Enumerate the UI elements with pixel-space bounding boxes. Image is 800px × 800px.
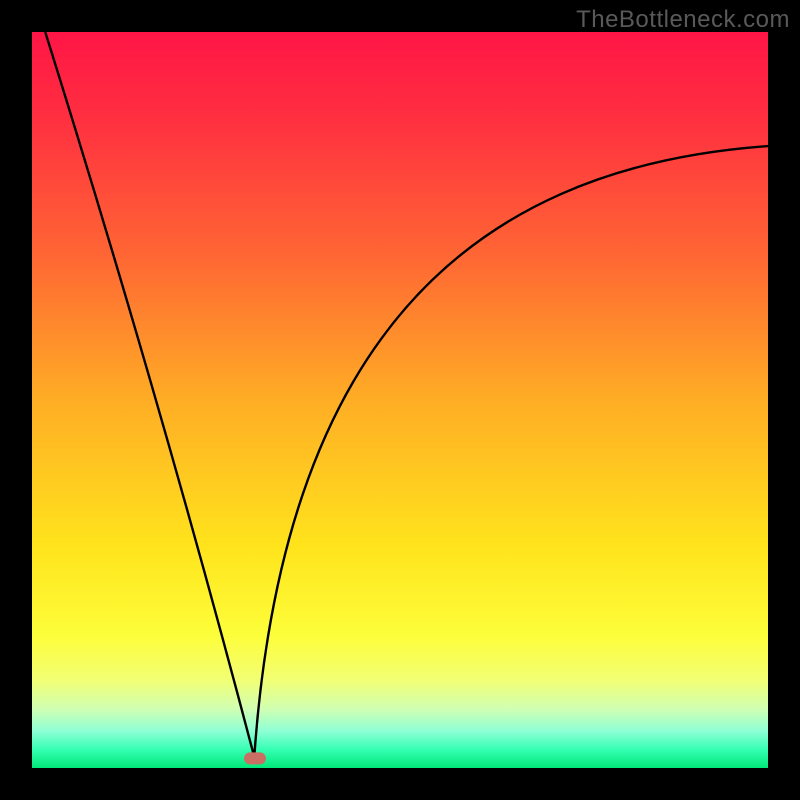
chart-container: TheBottleneck.com xyxy=(0,0,800,800)
bottleneck-chart xyxy=(0,0,800,800)
plot-area xyxy=(32,32,768,768)
watermark-text: TheBottleneck.com xyxy=(576,6,790,34)
min-marker xyxy=(244,752,266,764)
